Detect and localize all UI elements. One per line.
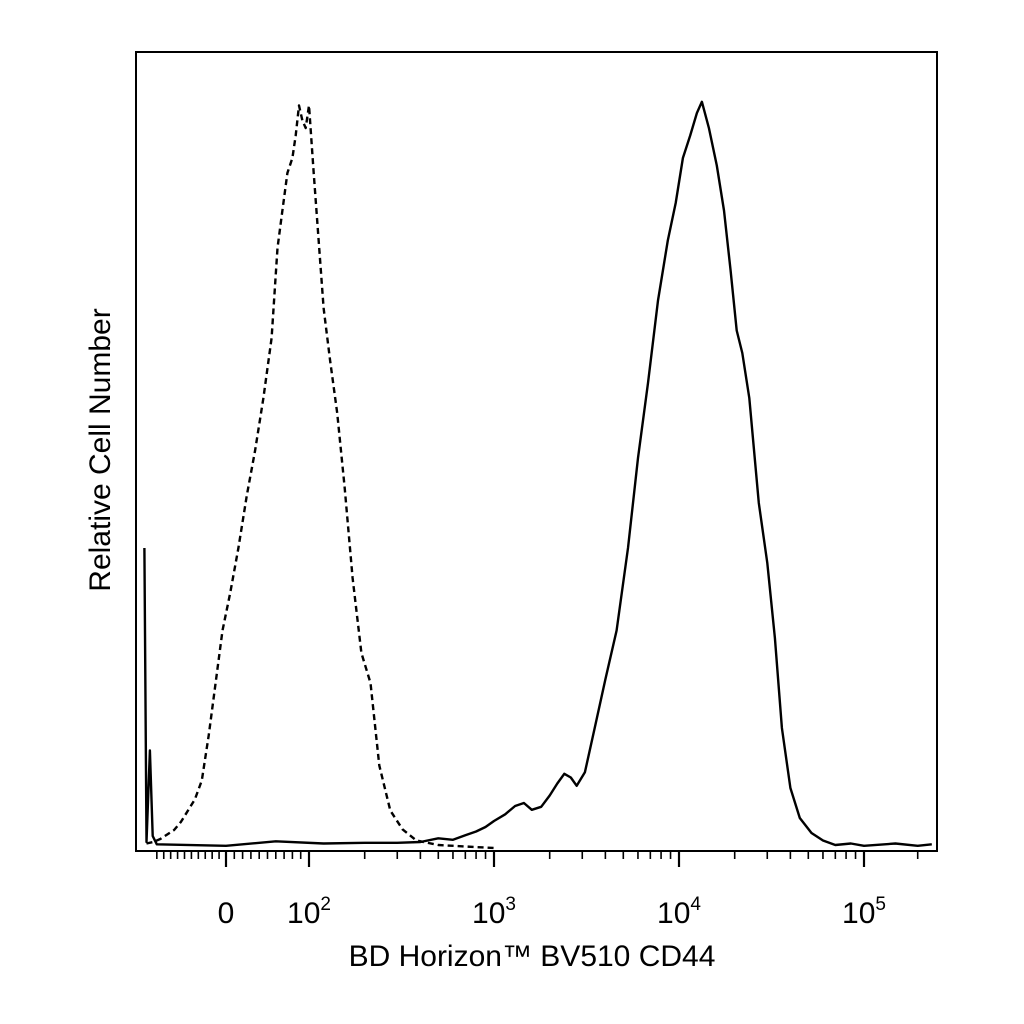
- plot-frame: [135, 51, 938, 852]
- x-tick-label: 104: [657, 894, 701, 930]
- dashed-histogram-line: [146, 104, 495, 850]
- series-layer: [143, 100, 932, 850]
- x-axis-title: BD Horizon™ BV510 CD44: [349, 940, 716, 973]
- x-axis-minor-ticks: [156, 851, 919, 859]
- solid-histogram-line: [143, 100, 932, 847]
- x-axis-tick-labels: 0 102 103 104 105: [218, 894, 886, 930]
- x-tick-label: 105: [842, 894, 886, 930]
- x-tick-label: 103: [472, 894, 516, 930]
- x-axis-major-ticks: [224, 851, 866, 867]
- x-tick-label: 0: [218, 897, 235, 930]
- x-tick-label: 102: [287, 894, 331, 930]
- y-axis-title: Relative Cell Number: [84, 308, 117, 591]
